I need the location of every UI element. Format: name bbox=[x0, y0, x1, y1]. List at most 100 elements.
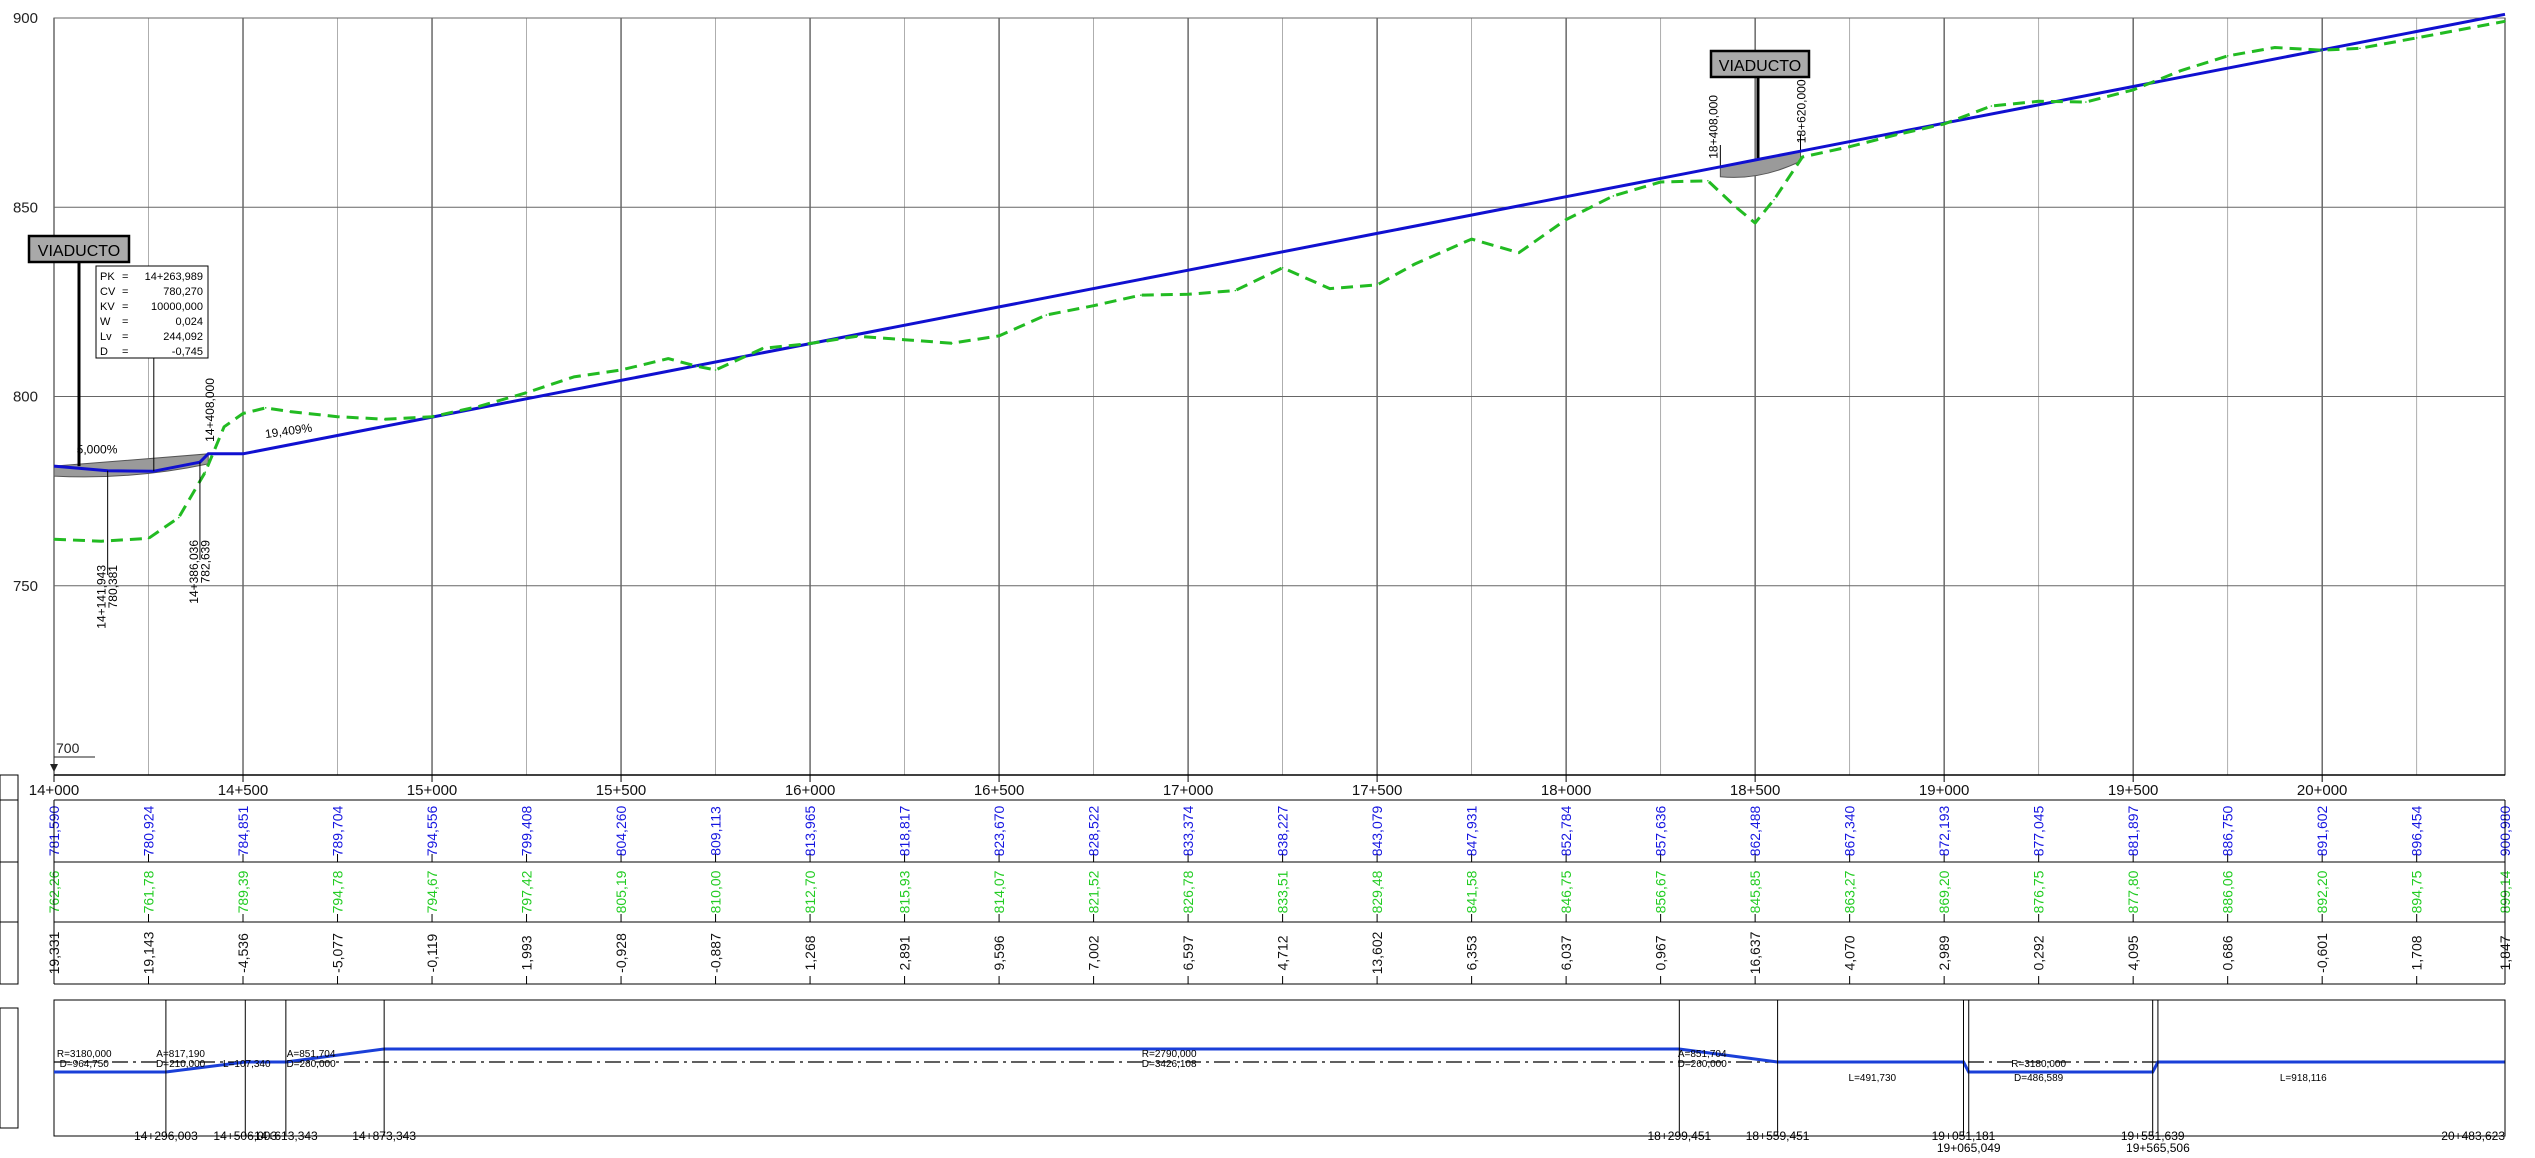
station-label: 16+500 bbox=[974, 782, 1024, 799]
elevation-tick-label: 750 bbox=[13, 578, 38, 595]
elevation-axis: 900 850 800 750 700 bbox=[13, 10, 95, 772]
diferencia-value: 4,095 bbox=[2125, 935, 2141, 970]
terrain-point bbox=[1092, 304, 1095, 307]
cota-terreno-value: 877,80 bbox=[2125, 870, 2141, 913]
viaduct-label-box bbox=[27, 234, 131, 264]
cota-terreno-value: 856,67 bbox=[1653, 870, 1669, 913]
terrain-point bbox=[951, 342, 953, 345]
cota-rasante-value: 804,260 bbox=[613, 805, 629, 856]
info-box-key: W bbox=[100, 316, 111, 328]
terrain-point bbox=[1565, 218, 1567, 221]
info-box-sep: = bbox=[122, 346, 128, 358]
terrain-point bbox=[695, 365, 698, 368]
grade-percent-label: 19,409% bbox=[264, 421, 313, 442]
cota-rasante-value: 833,374 bbox=[1180, 805, 1196, 856]
diferencia-value: 7,002 bbox=[1086, 935, 1102, 970]
guitarra-bands: 781,590 780,924 784,851 789,704 794,556 799,4… bbox=[0, 774, 2513, 985]
terrain-point bbox=[998, 335, 1000, 337]
info-box-value: 10000,000 bbox=[151, 301, 203, 313]
alignment-element-label: R=3180,000 bbox=[57, 1049, 112, 1060]
viaduct-label: VIADUCTO bbox=[38, 243, 120, 260]
station-label: 18+000 bbox=[1541, 782, 1591, 799]
elevation-tick-label: 800 bbox=[13, 389, 38, 406]
cota-rasante-value: 794,556 bbox=[424, 805, 440, 856]
alignment-pk-label: 19+051,181 bbox=[1932, 1129, 1996, 1143]
diferencia-value: -4,536 bbox=[235, 933, 251, 973]
info-box-value: 14+263,989 bbox=[145, 271, 203, 283]
info-box-key: CV bbox=[100, 286, 116, 298]
alignment-pk-label: 14+873,343 bbox=[352, 1129, 416, 1143]
terrain-point bbox=[1234, 289, 1237, 292]
diferencia-value: 6,597 bbox=[1180, 935, 1196, 970]
diferencia-value: 9,596 bbox=[991, 935, 1007, 970]
cota-terreno-value: 812,70 bbox=[802, 870, 818, 913]
alignment-pk-label: 14+613,343 bbox=[254, 1129, 318, 1143]
cota-terreno-value: 826,78 bbox=[1180, 870, 1196, 913]
cota-terreno-value: 821,52 bbox=[1086, 870, 1102, 913]
cota-terreno-value: 794,78 bbox=[330, 870, 346, 913]
diferencia-value: 2,891 bbox=[897, 935, 913, 970]
diferencia-value: 6,353 bbox=[1464, 935, 1480, 970]
viaduct-markers: VIADUCTO 14+408,000 VIADUCTO 18+408,000 18+6… bbox=[27, 49, 1811, 478]
station-label: 18+500 bbox=[1730, 782, 1780, 799]
alignment-pk-label: 19+565,506 bbox=[2126, 1141, 2190, 1155]
terrain-point bbox=[1414, 263, 1416, 265]
datum-label: 700 bbox=[56, 740, 80, 756]
cota-terreno-value: 829,48 bbox=[1369, 870, 1385, 913]
cota-rasante-value: 838,227 bbox=[1275, 805, 1291, 856]
alignment-pk-label: 18+299,451 bbox=[1647, 1129, 1711, 1143]
terrain-point bbox=[1612, 195, 1615, 197]
profile-series bbox=[53, 12, 2506, 543]
cota-rasante-value: 818,817 bbox=[897, 805, 913, 856]
terrain-point bbox=[2504, 20, 2506, 23]
alignment-element-label: L=491,730 bbox=[1849, 1073, 1897, 1084]
terrain-point bbox=[1754, 222, 1756, 224]
alignment-element-label: R=3180,000 bbox=[2011, 1059, 2066, 1070]
info-box-sep: = bbox=[122, 301, 128, 313]
cota-terreno-value: 794,67 bbox=[424, 870, 440, 913]
curve-point-label: 782,639 bbox=[199, 540, 213, 584]
terrain-point bbox=[53, 538, 55, 541]
alignment-element-label: D=260,000 bbox=[1678, 1059, 1728, 1070]
terrain-point bbox=[1376, 284, 1378, 286]
cota-terreno-value: 892,20 bbox=[2314, 870, 2330, 913]
diferencia-value: -0,601 bbox=[2314, 933, 2330, 973]
diferencia-value: -0,887 bbox=[708, 933, 724, 973]
terrain-point bbox=[1943, 123, 1945, 125]
terrain-point bbox=[2274, 46, 2276, 49]
terrain-point bbox=[1470, 238, 1473, 240]
terrain-point bbox=[762, 347, 764, 350]
alignment-element-label: D=210,000 bbox=[156, 1059, 206, 1070]
cota-rasante-value: 847,931 bbox=[1464, 805, 1480, 856]
curve-point-label: 14+386,036 bbox=[187, 540, 201, 604]
cota-rasante-value: 886,750 bbox=[2220, 805, 2236, 856]
cota-rasante-value: 852,784 bbox=[1558, 805, 1574, 856]
terrain-point bbox=[1329, 287, 1331, 290]
cota-rasante-value: 843,079 bbox=[1369, 805, 1385, 856]
terrain-point bbox=[204, 471, 207, 474]
diferencia-value: 19,143 bbox=[141, 931, 157, 974]
diferencia-value: -0,928 bbox=[613, 933, 629, 973]
alignment-header-cell bbox=[0, 1007, 19, 1129]
terrain-point bbox=[620, 369, 622, 371]
terrain-point bbox=[242, 412, 244, 415]
cota-terreno-value: 761,78 bbox=[141, 870, 157, 913]
cota-terreno-value: 894,75 bbox=[2409, 870, 2425, 913]
diferencia-value: 1,268 bbox=[802, 935, 818, 970]
station-label: 15+000 bbox=[407, 782, 457, 799]
cota-rasante-value: 799,408 bbox=[519, 805, 535, 856]
cota-terreno-value: 797,42 bbox=[519, 870, 535, 913]
terrain-point bbox=[147, 537, 150, 540]
datum-marker bbox=[50, 764, 58, 772]
alignment-element-label: L=918,116 bbox=[2280, 1073, 2327, 1084]
cota-terreno-value: 805,19 bbox=[613, 870, 629, 913]
cota-rasante-value: 780,924 bbox=[141, 805, 157, 856]
cota-rasante-value: 872,193 bbox=[1936, 805, 1952, 856]
terrain-point bbox=[383, 418, 386, 421]
alignment-element-label: D=486,589 bbox=[2014, 1073, 2064, 1084]
alignment-element-label: A=851,704 bbox=[1678, 1049, 1727, 1060]
diferencia-value: 2,989 bbox=[1936, 935, 1952, 970]
terrain-point bbox=[264, 407, 267, 409]
cota-rasante-value: 789,704 bbox=[330, 805, 346, 856]
